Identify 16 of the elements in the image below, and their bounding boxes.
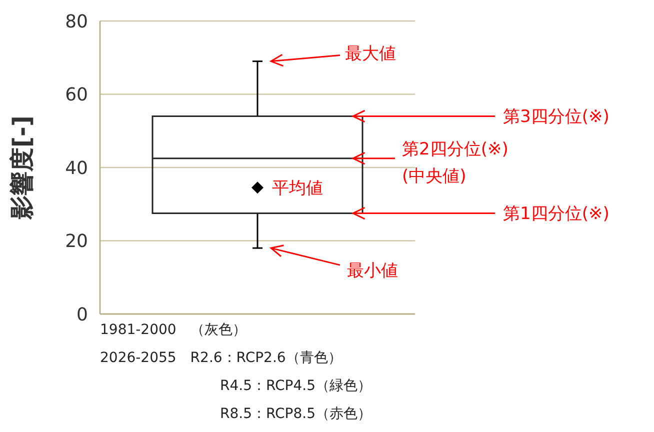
text: 1981-2000 （灰色） (100, 322, 246, 338)
text: 第3四分位(※) (503, 107, 610, 128)
annotation: 最小値 (347, 261, 398, 282)
annotation: 最大値 (345, 44, 396, 64)
y-tick-label: 20 (65, 231, 88, 252)
y-tick-label: 40 (65, 158, 88, 179)
y-tick-label: 0 (76, 304, 88, 326)
text: 第1四分位(※) (503, 204, 610, 224)
text: R8.5：RCP8.5（赤色） (220, 406, 372, 422)
y-axis-title: 影響度[-] (8, 116, 36, 220)
annotation: 平均値 (272, 178, 323, 199)
y-tick-label: 60 (65, 84, 88, 106)
text: 2026-2055 R2.6：RCP2.6（青色） (100, 350, 342, 366)
annotation: 第2四分位(※) (中央値) (402, 139, 508, 186)
y-tick-label: 80 (65, 11, 88, 32)
text: R4.5：RCP4.5（緑色） (220, 378, 372, 394)
